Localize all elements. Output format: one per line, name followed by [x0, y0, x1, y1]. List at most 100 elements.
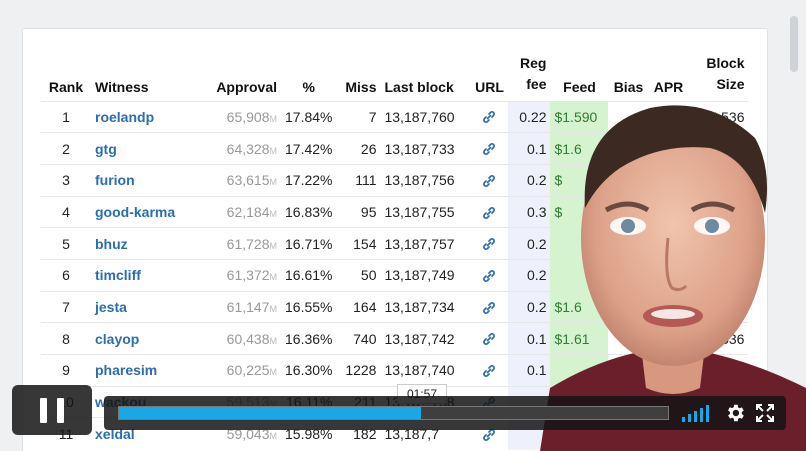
cell-approval: 61,372M: [209, 258, 281, 292]
cell-miss: 95: [336, 195, 381, 228]
approval-unit: M: [269, 113, 278, 124]
cell-witness[interactable]: roelandp: [91, 100, 209, 133]
approval-value: 63,615: [226, 172, 270, 189]
cell-rank: 2: [41, 132, 91, 165]
link-icon[interactable]: [481, 108, 497, 124]
header-block-size[interactable]: Block Size: [688, 51, 748, 101]
header-bias[interactable]: Bias: [613, 78, 644, 95]
pause-button[interactable]: [12, 385, 92, 435]
cell-approval: 60,225M: [209, 354, 281, 387]
cell-url[interactable]: [470, 132, 509, 165]
cell-witness[interactable]: clayop: [91, 322, 209, 355]
header-witness[interactable]: Witness: [95, 78, 149, 95]
cell-rank: 9: [41, 354, 91, 387]
cell-witness[interactable]: good-karma: [91, 195, 209, 228]
witness-link[interactable]: pharesim: [95, 362, 158, 379]
cell-reg-fee: 0.22: [508, 100, 551, 133]
link-icon[interactable]: [481, 235, 497, 251]
page-scrollbar[interactable]: [790, 16, 798, 72]
cell-miss: 7: [336, 100, 381, 133]
cell-witness[interactable]: gtg: [91, 132, 209, 165]
cell-approval: 60,438M: [209, 322, 281, 355]
cell-percent: 17.84%: [281, 100, 337, 133]
header-url[interactable]: URL: [475, 78, 504, 95]
cell-witness[interactable]: timcliff: [91, 258, 209, 292]
approval-unit: M: [269, 430, 278, 441]
approval-value: 65,908: [226, 108, 270, 125]
header-reg-fee-line2: fee: [526, 75, 547, 92]
cell-reg-fee: 0.1: [508, 354, 551, 387]
cell-witness[interactable]: furion: [91, 163, 209, 197]
header-approval[interactable]: Approval: [216, 78, 277, 95]
witness-link[interactable]: good-karma: [95, 203, 176, 220]
video-control-bar: [104, 396, 786, 430]
cell-url[interactable]: [470, 195, 509, 228]
approval-unit: M: [269, 240, 278, 251]
cell-witness[interactable]: pharesim: [91, 354, 209, 387]
approval-value: 61,147: [226, 298, 270, 315]
cell-url[interactable]: [470, 258, 509, 292]
cell-last-block: 13,187,760: [380, 100, 471, 133]
cell-url[interactable]: [470, 354, 509, 387]
fullscreen-icon[interactable]: [756, 404, 774, 422]
cell-url[interactable]: [470, 290, 509, 323]
header-last-block[interactable]: Last block: [384, 78, 454, 95]
link-icon[interactable]: [481, 267, 497, 283]
approval-unit: M: [269, 335, 278, 346]
link-icon[interactable]: [481, 425, 497, 441]
progress-bar[interactable]: [118, 406, 669, 420]
cell-url[interactable]: [470, 163, 509, 197]
link-icon[interactable]: [481, 298, 497, 314]
witness-link[interactable]: gtg: [95, 140, 117, 157]
cell-approval: 65,908M: [209, 100, 281, 133]
cell-percent: 16.83%: [281, 195, 337, 228]
cell-percent: 16.55%: [281, 290, 337, 323]
header-rank[interactable]: Rank: [48, 78, 84, 95]
header-feed[interactable]: Feed: [563, 78, 596, 95]
cell-url[interactable]: [470, 322, 509, 355]
cell-miss: 50: [336, 258, 381, 292]
cell-feed: $1.61: [550, 322, 609, 355]
witness-link[interactable]: jesta: [95, 298, 127, 315]
header-reg-fee[interactable]: Reg fee: [508, 51, 550, 101]
header-apr[interactable]: APR: [653, 78, 684, 95]
cell-miss: 740: [336, 322, 381, 355]
approval-unit: M: [269, 177, 278, 188]
gear-icon[interactable]: [724, 402, 746, 424]
link-icon[interactable]: [481, 140, 497, 156]
cell-approval: 62,184M: [209, 195, 281, 228]
cell-reg-fee: 0.2: [508, 290, 551, 323]
cell-url[interactable]: [470, 100, 509, 133]
cell-miss: 26: [336, 132, 381, 165]
header-block-size-line1: Block: [706, 54, 745, 71]
header-percent[interactable]: %: [302, 78, 315, 95]
witness-link[interactable]: timcliff: [95, 267, 141, 284]
approval-value: 62,184: [226, 203, 270, 220]
cell-url[interactable]: [470, 227, 509, 260]
cell-witness[interactable]: bhuz: [91, 227, 209, 260]
header-miss[interactable]: Miss: [345, 78, 377, 95]
link-icon[interactable]: [481, 203, 497, 219]
volume-icon[interactable]: [682, 404, 714, 422]
cell-witness[interactable]: jesta: [91, 290, 209, 323]
witness-link[interactable]: roelandp: [95, 108, 155, 125]
cell-rank: 5: [41, 227, 91, 260]
cell-percent: 17.42%: [281, 132, 337, 165]
link-icon[interactable]: [481, 330, 497, 346]
witness-link[interactable]: bhuz: [95, 235, 128, 252]
cell-last-block: 13,187,756: [380, 163, 471, 197]
cell-rank: 6: [41, 258, 91, 292]
cell-last-block: 13,187,742: [380, 322, 471, 355]
approval-unit: M: [269, 303, 278, 314]
cell-approval: 63,615M: [209, 163, 281, 197]
approval-unit: M: [269, 145, 278, 156]
link-icon[interactable]: [481, 172, 497, 188]
witness-link[interactable]: clayop: [95, 330, 140, 347]
cell-percent: 16.71%: [281, 227, 337, 260]
cell-reg-fee: 0.3: [508, 195, 551, 228]
witness-link[interactable]: furion: [95, 172, 135, 189]
approval-value: 60,438: [226, 330, 270, 347]
link-icon[interactable]: [481, 362, 497, 378]
cell-approval: 61,147M: [209, 290, 281, 323]
approval-value: 61,372: [226, 267, 270, 284]
